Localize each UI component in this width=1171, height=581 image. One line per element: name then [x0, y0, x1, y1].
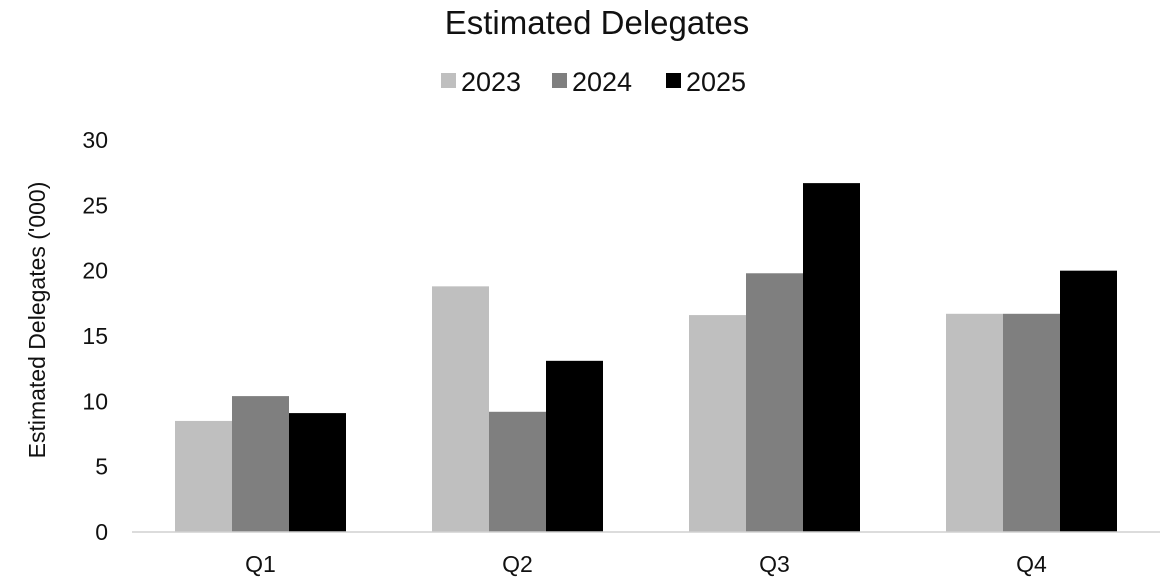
y-tick-label: 15 — [82, 323, 108, 349]
y-axis-ticks: 0 5 10 15 20 25 30 — [82, 127, 108, 545]
legend-swatch-2023 — [441, 73, 456, 88]
legend-label: 2024 — [572, 67, 632, 97]
x-tick-label: Q4 — [1016, 551, 1047, 577]
bar-2024-Q3 — [746, 273, 803, 532]
bars — [175, 183, 1117, 532]
x-tick-label: Q2 — [502, 551, 533, 577]
y-tick-label: 20 — [82, 258, 108, 284]
bar-2024-Q2 — [489, 411, 546, 532]
y-tick-label: 5 — [95, 454, 108, 480]
bar-2025-Q2 — [546, 360, 603, 532]
legend: 2023 2024 2025 — [441, 67, 746, 97]
legend-label: 2023 — [461, 67, 521, 97]
bar-2025-Q4 — [1060, 270, 1117, 532]
y-tick-label: 30 — [82, 127, 108, 153]
legend-label: 2025 — [686, 67, 746, 97]
y-tick-label: 10 — [82, 388, 108, 414]
legend-swatch-2024 — [552, 73, 567, 88]
bar-2024-Q4 — [1003, 313, 1060, 532]
y-tick-label: 0 — [95, 519, 108, 545]
bar-2023-Q2 — [432, 286, 489, 532]
bar-2023-Q1 — [175, 420, 232, 532]
bar-2023-Q3 — [689, 315, 746, 532]
bar-2024-Q1 — [232, 396, 289, 532]
y-tick-label: 25 — [82, 192, 108, 218]
bar-2023-Q4 — [946, 313, 1003, 532]
bar-2025-Q1 — [289, 413, 346, 532]
bar-2025-Q3 — [803, 183, 860, 532]
legend-swatch-2025 — [666, 73, 681, 88]
x-tick-label: Q3 — [759, 551, 790, 577]
y-axis-title: Estimated Delegates ('000) — [24, 182, 50, 459]
x-tick-label: Q1 — [245, 551, 276, 577]
x-axis-ticks: Q1 Q2 Q3 Q4 — [245, 551, 1047, 577]
chart-title: Estimated Delegates — [445, 4, 750, 41]
